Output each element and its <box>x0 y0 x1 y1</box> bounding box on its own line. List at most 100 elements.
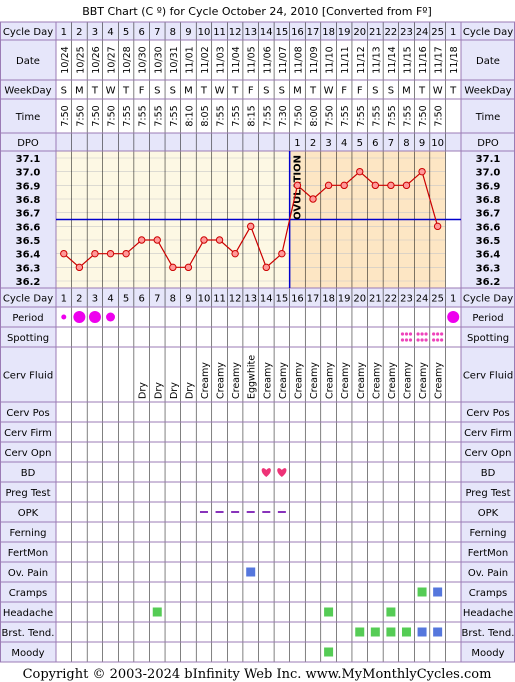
cycle-day-label: 22 <box>385 27 398 38</box>
cerv-fluid-label: Creamy <box>371 362 382 399</box>
row-label-right-cerv-firm: Cerv Firm <box>464 428 512 439</box>
header-cell <box>461 642 515 662</box>
time-label: 7:50 <box>107 105 118 126</box>
row-label-fertmon: FertMon <box>8 548 48 559</box>
period-dot <box>106 312 116 322</box>
y-tick-label: 36.6 <box>16 222 41 233</box>
weekday-label: M <box>293 86 302 97</box>
date-label: 11/02 <box>200 46 211 73</box>
spotting-dot <box>404 332 409 336</box>
headache-mark <box>386 607 396 617</box>
header-cell <box>0 40 56 80</box>
spotting-dot <box>436 338 440 342</box>
dpo-label: 2 <box>310 138 316 149</box>
header-cell <box>0 133 56 151</box>
date-label: 10/25 <box>75 46 86 73</box>
row-label-right-fertmon: FertMon <box>468 548 508 559</box>
cycle-day-label: 12 <box>229 27 242 38</box>
weekday-label: F <box>139 86 145 97</box>
weekday-label: S <box>154 86 160 97</box>
cerv-fluid-label: Creamy <box>418 362 429 399</box>
dpo-label: 4 <box>341 138 347 149</box>
weekday-label: T <box>231 86 239 97</box>
cerv-fluid-label: Creamy <box>340 362 351 399</box>
row-label-cramps: Cramps <box>9 588 48 599</box>
header-cell <box>0 347 56 402</box>
header-cell <box>0 622 56 642</box>
date-label: 11/06 <box>262 46 273 73</box>
temperature-point <box>200 236 208 244</box>
cerv-fluid-label: Creamy <box>293 362 304 399</box>
cycle-day-label: 7 <box>154 27 160 38</box>
header-cell <box>0 422 56 442</box>
ov-pain-mark <box>246 567 256 577</box>
weekday-label: S <box>279 86 285 97</box>
temperature-point <box>278 249 286 258</box>
y-tick-label: 36.9 <box>16 181 41 192</box>
cycle-day-label: 6 <box>138 294 144 305</box>
time-label: 7:55 <box>356 105 367 126</box>
header-cell <box>0 522 56 542</box>
y-tick-label: 36.4 <box>16 250 41 261</box>
weekday-label: T <box>449 86 457 97</box>
cerv-fluid-label: Creamy <box>278 362 289 399</box>
breast-tenderness-mark <box>386 627 396 637</box>
cycle-day-label: 17 <box>307 27 320 38</box>
header-cell <box>0 22 56 40</box>
spotting-dot <box>400 332 405 336</box>
row-label-ov-pain: Ov. Pain <box>8 568 48 579</box>
row-label-preg-test: Preg Test <box>5 488 50 499</box>
cycle-day-label: 19 <box>338 27 351 38</box>
header-cell <box>461 442 515 462</box>
header-cell <box>0 462 56 482</box>
weekday-label: M <box>402 86 411 97</box>
cerv-fluid-label: Dry <box>184 382 195 399</box>
dpo-label: 1 <box>294 138 300 149</box>
time-label: 7:55 <box>402 105 413 126</box>
cerv-fluid-label: Creamy <box>309 362 320 399</box>
header-cell <box>0 502 56 522</box>
header-cell <box>461 307 515 327</box>
time-label: 7:55 <box>387 105 398 126</box>
y-tick-label: 36.7 <box>16 209 41 220</box>
spotting-dot <box>416 338 420 342</box>
header-cell <box>0 542 56 562</box>
y-tick-label-right: 36.6 <box>476 222 501 233</box>
spotting-dot <box>424 338 428 342</box>
cycle-day-label: 14 <box>260 27 273 38</box>
row-label-cerv-firm: Cerv Firm <box>4 428 52 439</box>
row-label-weekday: WeekDay <box>4 86 51 97</box>
spotting-dot <box>432 332 436 336</box>
y-tick-label-right: 36.7 <box>476 209 501 220</box>
row-label-bd: BD <box>21 468 36 479</box>
cycle-day-label: 25 <box>431 294 444 305</box>
temperature-point <box>169 263 177 272</box>
temperature-point <box>75 263 84 272</box>
cycle-day-label: 25 <box>431 27 444 38</box>
weekday-label: W <box>433 86 443 97</box>
y-tick-label: 36.3 <box>16 263 41 274</box>
row-label-right-bd: BD <box>481 468 496 479</box>
header-cell <box>461 602 515 622</box>
cerv-fluid-label: Eggwhite <box>247 355 258 399</box>
cycle-day-label: 3 <box>92 294 98 305</box>
row-label-period: Period <box>12 313 43 324</box>
spotting-dot <box>408 332 413 336</box>
temperature-point <box>60 249 68 258</box>
y-tick-label-right: 36.3 <box>476 263 501 274</box>
row-label-right-ov-pain: Ov. Pain <box>468 568 508 579</box>
spotting-dot <box>420 338 424 342</box>
cerv-fluid-label: Creamy <box>387 362 398 399</box>
time-label: 7:55 <box>138 105 149 126</box>
copyright-footer: Copyright © 2003-2024 bInfinity Web Inc.… <box>23 667 492 682</box>
date-label: 10/27 <box>107 46 118 73</box>
time-label: 7:50 <box>418 105 429 126</box>
temperature-point <box>324 181 333 190</box>
header-cell <box>461 347 515 402</box>
time-label: 8:10 <box>184 105 195 126</box>
moody-mark <box>324 647 334 657</box>
row-label-right-moody: Moody <box>471 648 504 659</box>
cycle-day-label: 13 <box>244 294 257 305</box>
dpo-label: 5 <box>357 138 363 149</box>
date-label: 11/08 <box>293 46 304 73</box>
